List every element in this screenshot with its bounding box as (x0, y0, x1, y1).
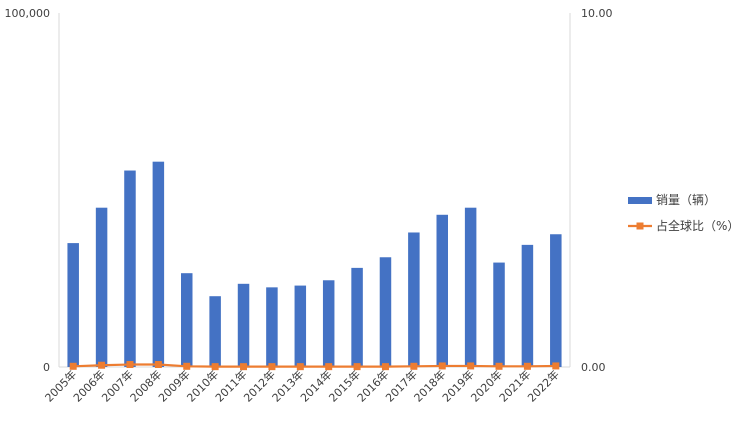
x-tick-label: 2022年 (524, 367, 561, 404)
bar-2018年 (436, 214, 448, 367)
line-marker-2011年 (240, 363, 248, 371)
line-marker-2007年 (126, 361, 134, 369)
legend-swatch-bar (628, 197, 652, 204)
x-axis-ticks: 2005年2006年2007年2008年2009年2010年2011年2012年… (42, 367, 562, 404)
line-marker-2009年 (183, 362, 191, 370)
bar-2019年 (464, 207, 477, 367)
line-marker-2015年 (353, 363, 361, 371)
bar-2006年 (95, 207, 108, 367)
line-series (69, 361, 560, 371)
y-left-tick-label: 100,000 (5, 7, 51, 20)
axes: 0 100,000 0.00 10.00 (5, 7, 613, 374)
bar-2005年 (67, 243, 79, 367)
line-marker-2005年 (69, 362, 77, 370)
line-marker-2018年 (438, 362, 446, 370)
legend: 销量（辆） 占全球比（%） (628, 193, 739, 233)
line-marker-2010年 (211, 363, 219, 371)
legend-label-share: 占全球比（%） (656, 218, 739, 233)
bar-2012年 (266, 287, 278, 367)
line-marker-2008年 (154, 361, 162, 369)
bar-2014年 (322, 280, 335, 367)
line-marker-2019年 (467, 362, 475, 370)
line-marker-2021年 (523, 362, 531, 370)
line-marker-2016年 (381, 363, 389, 371)
line-path (73, 363, 556, 368)
line-marker-2014年 (325, 363, 333, 371)
legend-label-sales: 销量（辆） (656, 193, 716, 207)
line-marker-2012年 (268, 363, 276, 371)
bar-2016年 (379, 257, 392, 367)
bar-2022年 (550, 234, 562, 367)
bar-2017年 (408, 232, 420, 367)
bar-2007年 (124, 170, 136, 367)
bar-2021年 (521, 244, 534, 367)
y-left-tick-label: 0 (43, 361, 50, 374)
line-marker-2017年 (410, 362, 418, 370)
line-marker-2020年 (495, 362, 503, 370)
line-marker-2013年 (296, 363, 304, 371)
legend-swatch-marker (636, 222, 644, 230)
y-right-tick-label: 0.00 (581, 361, 606, 374)
bar-2013年 (294, 285, 307, 367)
bar-series (67, 161, 562, 367)
bar-2015年 (351, 267, 363, 367)
bar-2009年 (181, 273, 193, 367)
line-marker-2006年 (98, 361, 106, 369)
line-marker-2022年 (552, 362, 560, 370)
bar-2008年 (152, 161, 165, 367)
bar-2020年 (493, 262, 505, 367)
y-right-tick-label: 10.00 (581, 7, 613, 20)
bar-2011年 (237, 283, 250, 367)
bar-2010年 (209, 296, 221, 367)
